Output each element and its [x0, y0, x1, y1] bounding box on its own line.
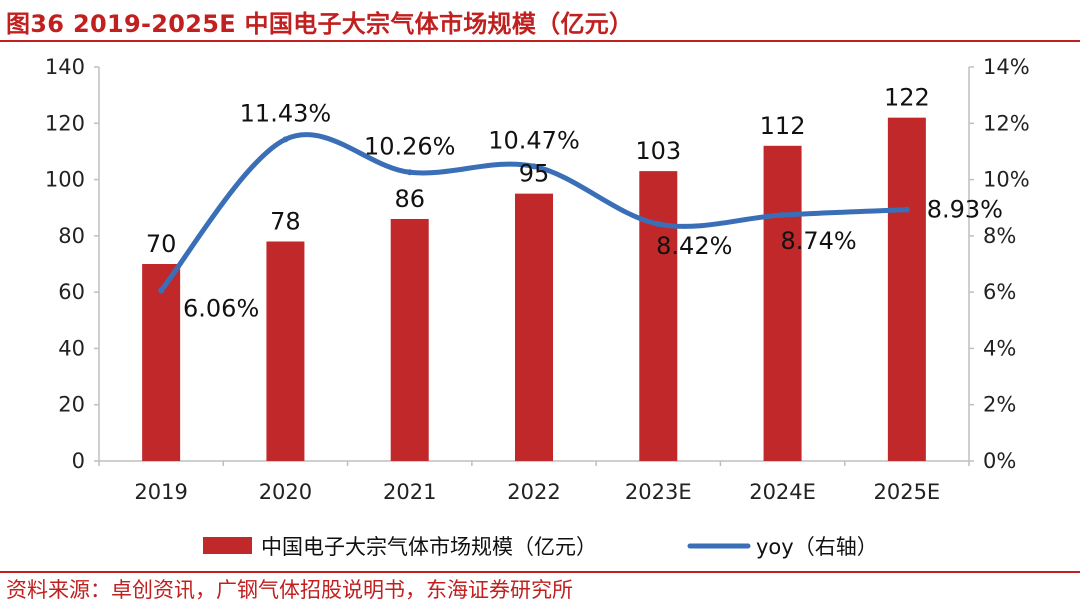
- left-tick-label: 20: [58, 393, 85, 417]
- bar-series: [142, 117, 926, 462]
- yoy-value-label: 10.26%: [364, 132, 456, 160]
- yoy-point: [282, 136, 289, 143]
- yoy-point: [655, 221, 662, 228]
- bar: [390, 218, 429, 461]
- right-tick-label: 14%: [983, 55, 1030, 79]
- bar-value-label: 86: [394, 185, 425, 213]
- right-tick-label: 2%: [983, 393, 1016, 417]
- left-tick-label: 140: [45, 55, 85, 79]
- yoy-value-label: 6.06%: [183, 294, 259, 322]
- bar-value-label: 78: [270, 207, 301, 235]
- title-divider: [0, 40, 1080, 42]
- yoy-value-label: 10.47%: [488, 126, 580, 154]
- chart-axes: 0 20 40 60 80 100 120 140 0% 2% 4% 6% 8% 10% 12% 14% 201…: [45, 55, 1030, 504]
- chart-legend: 中国电子大宗气体市场规模（亿元） yoy（右轴）: [203, 535, 878, 559]
- left-tick-label: 40: [58, 336, 85, 360]
- x-tick-label: 2022: [507, 480, 560, 504]
- bar: [639, 171, 678, 461]
- yoy-value-label: 8.42%: [656, 232, 732, 260]
- x-tick-label: 2023E: [625, 480, 692, 504]
- x-tick-label: 2021: [383, 480, 436, 504]
- data-labels: 70 78 86 95 103 112 122 6.06% 11.43% 10.26% 10.47%…: [146, 84, 1003, 323]
- yoy-value-label: 8.93%: [927, 196, 1003, 224]
- right-tick-label: 8%: [983, 224, 1016, 248]
- bar: [266, 241, 305, 461]
- left-tick-label: 120: [45, 111, 85, 135]
- bar: [142, 264, 181, 461]
- left-tick-label: 60: [58, 280, 85, 304]
- yoy-value-label: 8.74%: [780, 227, 856, 255]
- x-tick-label: 2024E: [749, 480, 816, 504]
- source-divider: [0, 571, 1080, 573]
- source-note: 资料来源：卓创资讯，广钢气体招股说明书，东海证券研究所: [6, 578, 573, 602]
- bar: [515, 193, 553, 461]
- line-series: [158, 132, 910, 294]
- right-tick-label: 12%: [983, 111, 1030, 135]
- right-tick-label: 10%: [983, 168, 1030, 192]
- legend-bar-label: 中国电子大宗气体市场规模（亿元）: [261, 535, 597, 559]
- x-tick-label: 2019: [134, 480, 187, 504]
- legend-bar-swatch: [203, 537, 252, 554]
- bar-value-label: 70: [146, 230, 177, 258]
- combo-chart: 0 20 40 60 80 100 120 140 0% 2% 4% 6% 8% 10% 12% 14% 201…: [45, 55, 1030, 559]
- left-tick-label: 0: [72, 449, 85, 473]
- bar-value-label: 95: [519, 160, 550, 188]
- bar-value-label: 103: [635, 137, 681, 165]
- x-tick-label: 2025E: [873, 480, 940, 504]
- yoy-point: [531, 163, 537, 170]
- right-tick-label: 4%: [983, 336, 1016, 360]
- bar-value-label: 112: [760, 112, 806, 140]
- bar-value-label: 122: [884, 84, 930, 112]
- bar: [887, 117, 926, 462]
- x-tick-label: 2020: [259, 480, 312, 504]
- yoy-point: [406, 169, 413, 176]
- yoy-point: [903, 206, 910, 213]
- left-tick-label: 80: [58, 224, 85, 248]
- right-tick-label: 0%: [983, 449, 1016, 473]
- right-tick-label: 6%: [983, 280, 1016, 304]
- left-tick-label: 100: [45, 168, 85, 192]
- yoy-point: [779, 212, 786, 219]
- figure-title: 图36 2019-2025E 中国电子大宗气体市场规模（亿元）: [6, 10, 634, 38]
- bar: [763, 145, 802, 462]
- yoy-value-label: 11.43%: [240, 99, 332, 127]
- yoy-point: [158, 287, 165, 294]
- legend-line-label: yoy（右轴）: [756, 535, 878, 559]
